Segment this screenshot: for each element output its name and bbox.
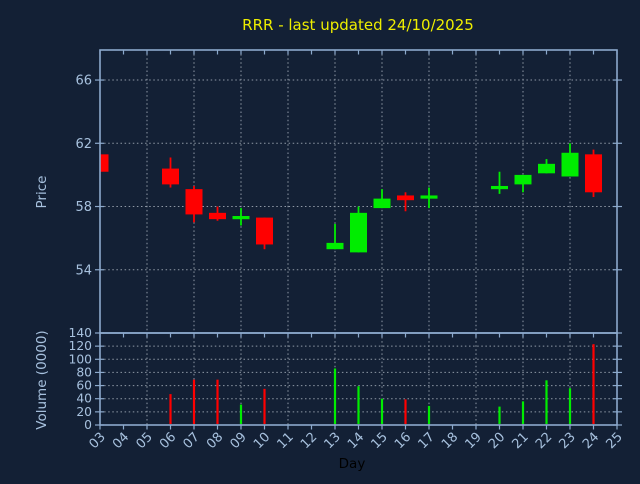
price-tick-label-58: 58 bbox=[75, 200, 92, 215]
candle-body-day-24 bbox=[585, 154, 602, 193]
candle-body-day-8 bbox=[209, 212, 226, 220]
volume-tick-label-140: 140 bbox=[69, 326, 92, 340]
price-tick-label-66: 66 bbox=[75, 74, 92, 89]
candle-body-day-6 bbox=[162, 168, 179, 185]
candle-body-day-15 bbox=[373, 198, 391, 209]
candle-body-day-20 bbox=[491, 185, 508, 190]
volume-axis-label: Volume (0000) bbox=[34, 330, 50, 429]
volume-tick-label-0: 0 bbox=[84, 418, 92, 432]
volume-bar-day-6 bbox=[169, 394, 172, 424]
volume-bar-day-22 bbox=[545, 380, 548, 424]
volume-bar-day-13 bbox=[333, 368, 337, 424]
candle-body-day-14 bbox=[350, 212, 367, 253]
volume-bar-day-23 bbox=[568, 388, 572, 424]
chart-title: RRR - last updated 24/10/2025 bbox=[242, 16, 474, 34]
volume-bar-day-8 bbox=[216, 379, 219, 424]
volume-tick-label-60: 60 bbox=[76, 379, 92, 393]
candle-body-day-22 bbox=[538, 163, 555, 174]
volume-tick-label-20: 20 bbox=[76, 405, 92, 419]
volume-bar-day-10 bbox=[263, 388, 266, 424]
candle-body-day-3 bbox=[100, 154, 109, 172]
volume-tick-label-100: 100 bbox=[69, 352, 92, 366]
volume-bar-day-21 bbox=[521, 401, 525, 424]
candles-layer bbox=[100, 143, 602, 253]
candle-body-day-21 bbox=[514, 174, 532, 185]
candle-body-day-9 bbox=[232, 216, 250, 220]
candle-body-day-17 bbox=[420, 195, 438, 199]
volume-bar-day-15 bbox=[380, 398, 384, 424]
volume-bar-day-14 bbox=[357, 386, 360, 424]
candle-body-day-16 bbox=[397, 195, 414, 201]
volume-tick-label-40: 40 bbox=[76, 392, 92, 406]
volume-bar-day-9 bbox=[239, 404, 243, 424]
volume-tick-label-80: 80 bbox=[76, 365, 92, 379]
price-tick-label-54: 54 bbox=[75, 263, 92, 278]
volume-bar-day-7 bbox=[192, 379, 196, 424]
candle-body-day-23 bbox=[561, 152, 579, 177]
volume-bar-day-17 bbox=[427, 405, 431, 424]
candle-body-day-13 bbox=[326, 242, 344, 250]
day-axis-label: Day bbox=[339, 456, 366, 472]
volume-tick-label-120: 120 bbox=[69, 339, 92, 353]
volume-bar-day-16 bbox=[404, 399, 407, 424]
price-tick-label-62: 62 bbox=[75, 137, 92, 152]
candle-body-day-10 bbox=[256, 217, 273, 245]
candle-body-day-7 bbox=[185, 189, 203, 215]
price-axis-label: Price bbox=[34, 176, 50, 209]
volume-bar-day-24 bbox=[592, 344, 595, 424]
volume-bar-day-20 bbox=[498, 406, 501, 424]
